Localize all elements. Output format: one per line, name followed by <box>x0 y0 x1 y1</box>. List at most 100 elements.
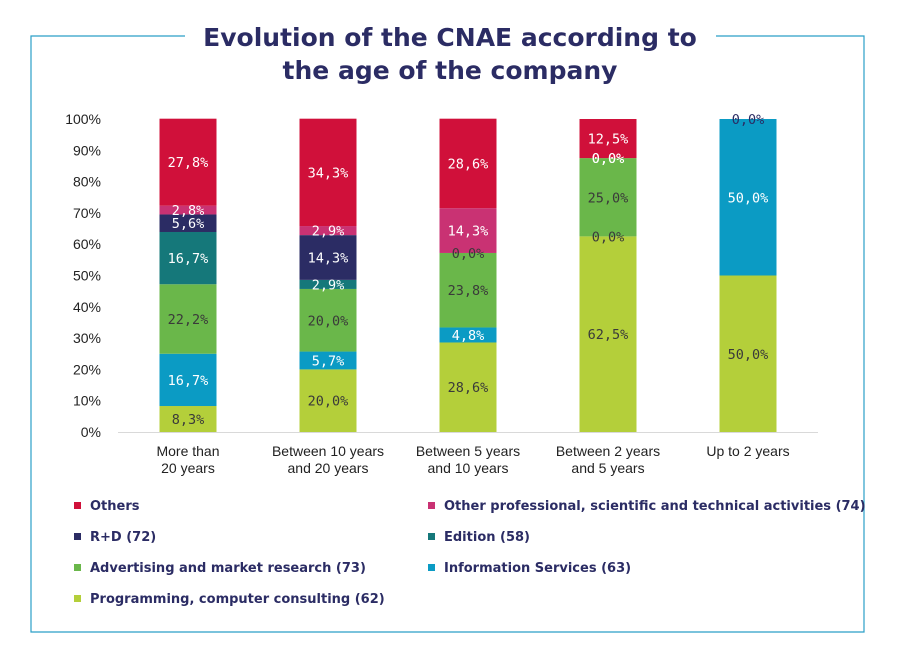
data-label: 12,5% <box>588 132 629 148</box>
bar-segment <box>719 119 777 276</box>
y-tick-label: 90% <box>73 142 101 158</box>
data-label: 5,7% <box>312 353 345 369</box>
x-category-label: and 20 years <box>288 460 369 476</box>
data-label: 0,0% <box>592 151 625 167</box>
bar-segment <box>159 284 217 354</box>
data-label: 8,3% <box>172 412 205 428</box>
data-label: 20,0% <box>308 313 349 329</box>
bar-segment <box>299 288 357 352</box>
data-label: 25,0% <box>588 190 629 206</box>
y-tick-label: 40% <box>73 299 101 315</box>
bar-segment <box>159 353 217 407</box>
data-label: 4,8% <box>452 328 485 344</box>
data-label: 5,6% <box>172 216 205 232</box>
legend-label: Edition (58) <box>444 530 530 545</box>
x-category-label: 20 years <box>161 460 215 476</box>
data-label: 0,0% <box>452 246 485 262</box>
legend: Others Other professional, scientific and… <box>74 499 866 607</box>
legend-swatch <box>428 533 435 540</box>
data-label: 14,3% <box>308 251 349 267</box>
bar-segment <box>579 119 637 159</box>
legend-swatch <box>428 564 435 571</box>
data-label: 2,9% <box>312 224 345 240</box>
data-label: 22,2% <box>168 312 209 328</box>
bar-segment <box>159 118 217 206</box>
legend-label: Advertising and market research (73) <box>90 561 366 576</box>
legend-label: Other professional, scientific and techn… <box>444 499 866 514</box>
data-label: 0,0% <box>592 151 625 167</box>
x-category-label: Up to 2 years <box>706 443 789 459</box>
x-category-label: and 5 years <box>571 460 644 476</box>
chart-title: Evolution of the CNAE according to the a… <box>203 23 697 85</box>
data-label: 2,9% <box>312 277 345 293</box>
bar-segment <box>299 118 357 227</box>
data-labels: 8,3% 16,7% 22,2% 16,7% 5,6%2,8% 27,8% 20,0% 5,7… <box>168 112 769 428</box>
legend-label: Others <box>90 499 140 514</box>
legend-swatch <box>74 564 81 571</box>
legend-swatch <box>74 502 81 509</box>
x-category-label: and 10 years <box>428 460 509 476</box>
bar-segment <box>159 406 217 432</box>
bar-segment <box>159 205 217 215</box>
bar-segment <box>299 226 357 236</box>
legend-item: Information Services (63) <box>428 561 631 576</box>
bar-segment <box>439 342 497 432</box>
bar-segment <box>159 231 217 285</box>
bar-segment <box>439 327 497 343</box>
data-label: 16,7% <box>168 251 209 267</box>
legend-item: Others <box>74 499 140 514</box>
y-tick-label: 80% <box>73 174 101 190</box>
y-tick-label: 0% <box>81 424 101 440</box>
legend-item: R+D (72) <box>74 530 156 545</box>
chart-title-line-2: the age of the company <box>283 56 618 85</box>
data-label: 50,0% <box>728 190 769 206</box>
y-tick-label: 60% <box>73 236 101 252</box>
y-tick-label: 30% <box>73 330 101 346</box>
legend-swatch <box>74 595 81 602</box>
x-category-label: Between 5 years <box>416 443 520 459</box>
data-label: 28,6% <box>448 380 489 396</box>
bar-segment <box>299 369 357 432</box>
data-label: 34,3% <box>308 165 349 181</box>
data-label: 50,0% <box>728 347 769 363</box>
legend-label: R+D (72) <box>90 530 156 545</box>
legend-item: Programming, computer consulting (62) <box>74 592 385 607</box>
data-label: 0,0% <box>732 112 765 128</box>
data-label: 0,0% <box>592 229 625 245</box>
y-tick-label: 20% <box>73 361 101 377</box>
data-label: 28,6% <box>448 156 489 172</box>
bar-segment <box>159 214 217 232</box>
legend-label: Programming, computer consulting (62) <box>90 592 385 607</box>
data-label: 2,8% <box>172 203 205 219</box>
legend-item: Other professional, scientific and techn… <box>428 499 866 514</box>
bar-segment <box>299 235 357 280</box>
bar-segment <box>719 275 777 432</box>
data-label: 62,5% <box>588 327 629 343</box>
y-tick-label: 10% <box>73 393 101 409</box>
y-axis: 0% 10% 20% 30% 40% 50% 60% 70% 80% 90% 100% <box>65 111 818 440</box>
y-tick-label: 50% <box>73 268 101 284</box>
data-label: 23,8% <box>448 283 489 299</box>
legend-item: Edition (58) <box>428 530 530 545</box>
bar-segment <box>299 279 357 289</box>
frame-border <box>30 35 865 633</box>
bar-segment <box>579 236 637 432</box>
y-tick-label: 100% <box>65 111 101 127</box>
x-category-label: Between 2 years <box>556 443 660 459</box>
data-label: 16,7% <box>168 373 209 389</box>
chart-title-line-1: Evolution of the CNAE according to <box>203 23 697 52</box>
legend-label: Information Services (63) <box>444 561 631 576</box>
bar-segment <box>579 158 637 237</box>
bar-segment <box>299 351 357 370</box>
data-label: 27,8% <box>168 155 209 171</box>
legend-swatch <box>74 533 81 540</box>
data-label: 14,3% <box>448 224 489 240</box>
legend-swatch <box>428 502 435 509</box>
x-category-label: Between 10 years <box>272 443 384 459</box>
y-tick-label: 70% <box>73 205 101 221</box>
bar-segment <box>439 208 497 253</box>
legend-item: Advertising and market research (73) <box>74 561 366 576</box>
bar-segment <box>439 252 497 328</box>
